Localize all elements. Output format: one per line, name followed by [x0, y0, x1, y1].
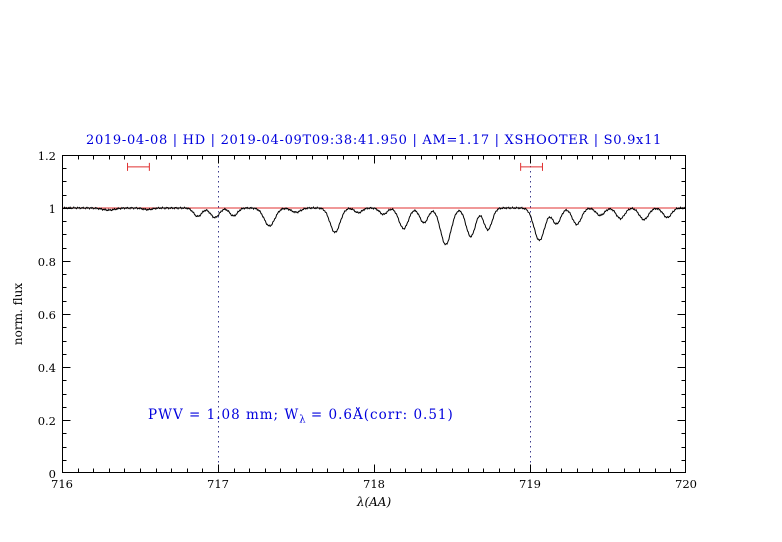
x-tick-label: 720 [675, 477, 697, 491]
y-tick-label: 1 [48, 202, 56, 216]
plot-title: 2019-04-08 | HD | 2019-04-09T09:38:41.95… [85, 133, 663, 148]
y-axis-label: norm. flux [11, 282, 26, 346]
y-tick-label: 0.8 [37, 255, 56, 269]
y-tick-label: 0 [48, 467, 56, 481]
pwv-annotation-sub: λ [299, 414, 306, 426]
x-tick-label: 719 [519, 477, 541, 491]
y-tick-label: 0.2 [37, 414, 56, 428]
x-tick-label: 716 [51, 477, 73, 491]
x-tick-label: 717 [207, 477, 229, 491]
x-axis-label: λ(AA) [356, 495, 392, 509]
y-tick-label: 1.2 [37, 149, 56, 163]
spectrum-canvas [62, 155, 686, 473]
pwv-annotation-part1: PWV = 1.08 mm; W [148, 407, 300, 423]
x-tick-label: 718 [363, 477, 385, 491]
y-tick-label: 0.6 [37, 308, 56, 322]
y-tick-label: 0.4 [37, 361, 56, 375]
pwv-annotation: PWV = 1.08 mm; Wλ = 0.6Å(corr: 0.51) [148, 407, 454, 426]
pwv-annotation-part2: = 0.6Å(corr: 0.51) [305, 407, 454, 423]
